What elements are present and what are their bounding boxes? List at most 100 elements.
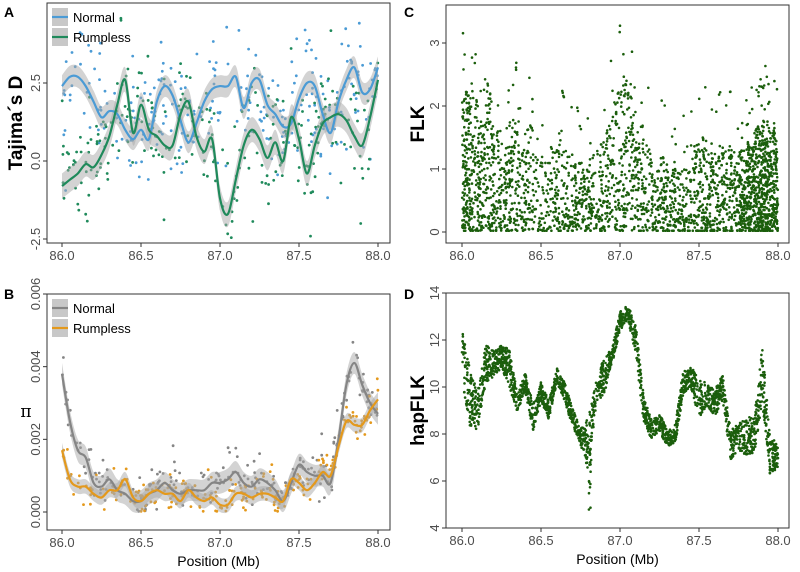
data-point (608, 159, 612, 162)
data-point (656, 189, 659, 192)
data-point (317, 458, 321, 462)
data-point (567, 171, 570, 175)
data-point (734, 188, 737, 192)
data-point (594, 226, 598, 230)
data-point (466, 363, 470, 367)
data-point (693, 219, 696, 223)
data-point (560, 129, 563, 133)
data-point (685, 220, 688, 223)
data-point (649, 214, 652, 217)
data-point (211, 40, 215, 43)
data-point (471, 409, 474, 412)
data-point (308, 38, 311, 42)
data-point (512, 159, 515, 162)
data-point (731, 186, 734, 189)
data-point (702, 217, 706, 221)
data-point (173, 156, 177, 160)
data-point (600, 226, 604, 230)
data-point (637, 170, 640, 174)
data-point (745, 164, 748, 167)
data-point (463, 119, 467, 122)
data-point (489, 188, 493, 191)
data-point (745, 148, 748, 151)
data-point (462, 68, 465, 71)
data-point (605, 132, 608, 135)
data-point (64, 60, 68, 63)
data-point (569, 221, 573, 224)
data-point (621, 110, 625, 114)
data-point (769, 229, 772, 232)
data-point (552, 167, 556, 170)
data-point (289, 47, 293, 50)
data-point (629, 116, 633, 119)
data-point (469, 133, 472, 136)
data-point (496, 104, 500, 107)
confidence-band-rumpless (62, 66, 378, 228)
data-point (701, 138, 705, 142)
data-point (502, 199, 506, 202)
data-point (700, 148, 704, 152)
data-point (560, 179, 564, 182)
data-point (605, 211, 609, 215)
data-point (585, 224, 588, 228)
data-point (529, 156, 533, 159)
data-point (234, 446, 238, 450)
data-point (668, 229, 671, 232)
data-point (482, 88, 486, 92)
data-point (759, 178, 762, 182)
data-point (321, 92, 325, 96)
data-point (730, 213, 734, 216)
data-point (143, 92, 146, 95)
data-point (578, 124, 582, 128)
data-point (325, 453, 329, 457)
data-point (495, 212, 498, 215)
data-point (598, 174, 602, 178)
data-point (486, 128, 489, 132)
data-point (674, 190, 677, 193)
data-point (772, 216, 776, 219)
data-point (685, 186, 688, 190)
data-point (527, 202, 531, 206)
data-point (282, 108, 285, 112)
data-point (624, 139, 627, 142)
data-point (517, 201, 521, 205)
data-point (672, 428, 675, 432)
data-point (700, 393, 703, 396)
data-point (143, 81, 147, 84)
data-point (622, 152, 626, 156)
y-tick-label: 2.5 (28, 74, 43, 92)
data-point (701, 188, 705, 191)
data-point (304, 49, 308, 53)
data-point (156, 472, 159, 476)
data-point (608, 192, 612, 196)
data-point (123, 105, 127, 108)
data-point (530, 218, 534, 221)
data-point (588, 195, 591, 199)
data-point (630, 207, 633, 210)
data-point (461, 332, 465, 336)
data-point (744, 211, 748, 214)
data-point (738, 229, 742, 232)
data-point (119, 18, 123, 22)
data-point (334, 140, 338, 144)
data-point (490, 376, 494, 379)
data-point (596, 210, 599, 214)
data-point (208, 108, 212, 112)
data-point (675, 176, 678, 180)
data-point (331, 89, 334, 93)
data-point (614, 205, 617, 209)
data-point (676, 212, 680, 215)
data-point (528, 211, 531, 214)
data-point (314, 125, 318, 129)
data-point (478, 183, 481, 186)
data-point (489, 132, 493, 136)
data-point (483, 141, 486, 145)
data-point (510, 170, 513, 173)
data-point (117, 149, 121, 153)
data-point (595, 202, 598, 206)
y-axis-title: π (20, 402, 31, 422)
x-tick-label: 88.0 (365, 535, 390, 550)
data-point (499, 224, 503, 227)
data-point (138, 476, 142, 479)
